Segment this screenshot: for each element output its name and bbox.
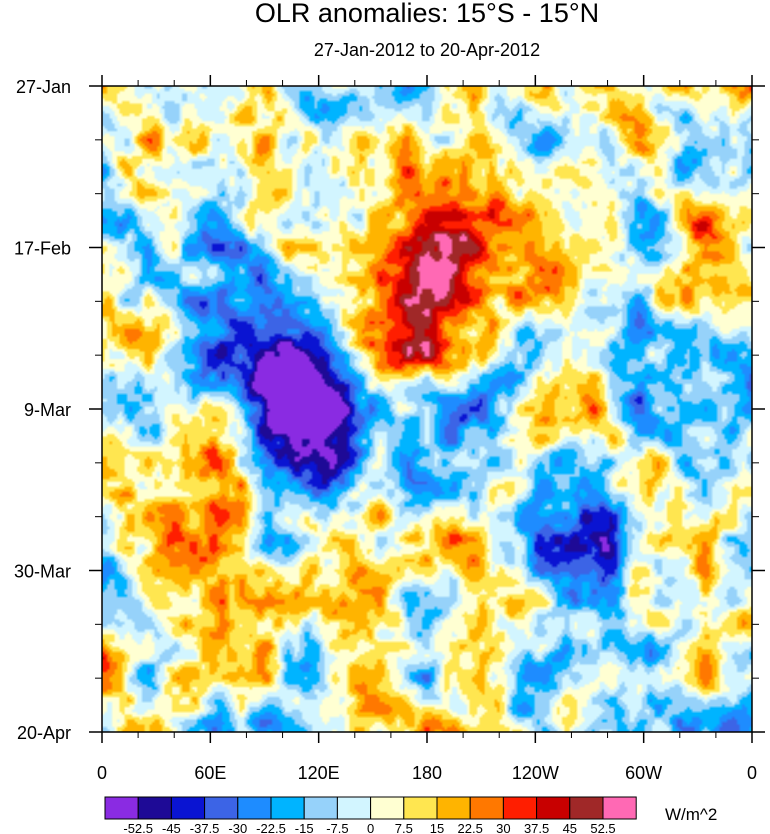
colorbar-units: W/m^2 bbox=[665, 805, 717, 824]
colorbar-label: 22.5 bbox=[458, 821, 483, 834]
x-tick-label: 0 bbox=[747, 763, 757, 783]
x-tick-label: 60W bbox=[625, 763, 662, 783]
colorbar-label: 37.5 bbox=[524, 821, 549, 834]
y-tick-label: 9-Mar bbox=[24, 400, 71, 420]
heatmap-field bbox=[102, 86, 752, 732]
chart-title: OLR anomalies: 15°S - 15°N bbox=[255, 0, 599, 28]
colorbar: -52.5 -45 -37.5 -30 -22.5 -15 -7.5 0 7.5 15 22.5 30… bbox=[104, 796, 637, 834]
colorbar-swatch bbox=[436, 796, 471, 820]
colorbar-label: -30 bbox=[228, 821, 247, 834]
x-tick-label: 0 bbox=[97, 763, 107, 783]
colorbar-swatch bbox=[370, 796, 405, 820]
colorbar-label: -22.5 bbox=[256, 821, 286, 834]
colorbar-label: -15 bbox=[295, 821, 314, 834]
colorbar-label: 0 bbox=[367, 821, 374, 834]
colorbar-label: -52.5 bbox=[123, 821, 153, 834]
y-tick-label: 30-Mar bbox=[14, 562, 71, 582]
chart-subtitle: 27-Jan-2012 to 20-Apr-2012 bbox=[314, 40, 540, 60]
y-axis: 27-Jan 17-Feb 9-Mar 30-Mar 20-Apr bbox=[14, 77, 765, 743]
colorbar-label: 15 bbox=[430, 821, 444, 834]
colorbar-label: 30 bbox=[496, 821, 510, 834]
y-tick-label: 27-Jan bbox=[16, 77, 71, 97]
y-tick-label: 17-Feb bbox=[14, 239, 71, 259]
colorbar-swatch bbox=[502, 796, 538, 820]
colorbar-label: -37.5 bbox=[190, 821, 220, 834]
x-tick-label: 60E bbox=[194, 763, 226, 783]
x-tick-label: 120E bbox=[298, 763, 340, 783]
colorbar-swatch bbox=[536, 796, 571, 820]
x-axis: 0 60E 120E 180 120W 60W 0 bbox=[97, 75, 757, 783]
y-tick-label: 20-Apr bbox=[17, 723, 71, 743]
colorbar-label: -45 bbox=[162, 821, 181, 834]
colorbar-swatch bbox=[104, 796, 139, 820]
colorbar-swatch bbox=[270, 796, 305, 820]
plot-area bbox=[101, 85, 753, 733]
x-tick-label: 180 bbox=[412, 763, 442, 783]
colorbar-swatch bbox=[204, 796, 239, 820]
colorbar-swatch bbox=[237, 796, 272, 820]
colorbar-swatch bbox=[303, 796, 338, 820]
colorbar-swatch bbox=[602, 796, 637, 820]
colorbar-label: 7.5 bbox=[395, 821, 413, 834]
x-tick-label: 120W bbox=[512, 763, 559, 783]
colorbar-swatch bbox=[137, 796, 172, 820]
colorbar-label: 45 bbox=[563, 821, 577, 834]
colorbar-swatch bbox=[170, 796, 206, 820]
colorbar-swatch bbox=[336, 796, 372, 820]
colorbar-label: 52.5 bbox=[590, 821, 615, 834]
colorbar-swatch bbox=[569, 796, 604, 820]
colorbar-swatch bbox=[469, 796, 504, 820]
colorbar-label: -7.5 bbox=[326, 821, 348, 834]
colorbar-swatch bbox=[403, 796, 438, 820]
